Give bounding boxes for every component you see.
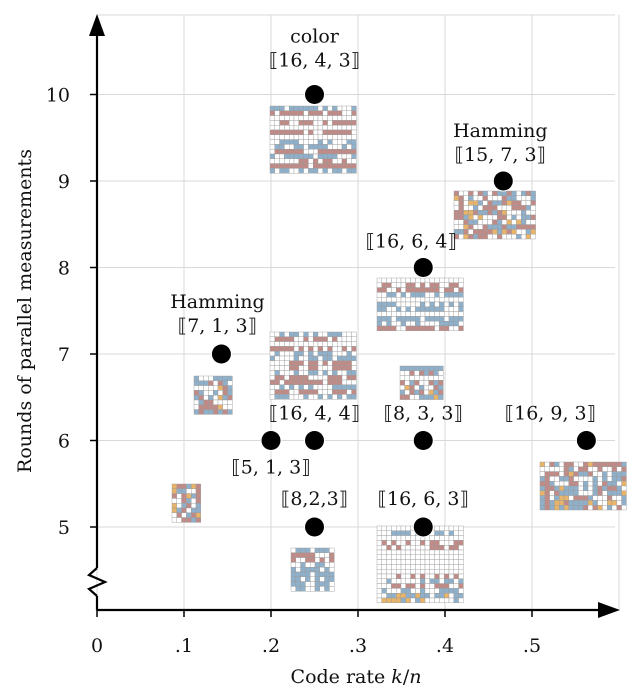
point-sublabel: Hamming (170, 291, 264, 313)
x-tick-label: .1 (175, 635, 193, 657)
schedule-grid (193, 375, 233, 415)
x-tick-label: .5 (523, 635, 541, 657)
data-point (493, 171, 513, 191)
point-label: ⟦16, 6, 4⟧ (366, 231, 457, 253)
y-tick-label: 5 (58, 517, 70, 539)
schedule-grid (269, 105, 357, 174)
x-tick-label: .2 (262, 635, 280, 657)
schedule-grid (539, 461, 627, 511)
data-point (576, 431, 596, 450)
x-axis-label: Code rate k/n (291, 666, 422, 688)
point-label: ⟦16, 4, 4⟧ (269, 403, 360, 425)
y-tick-label: 9 (58, 171, 70, 193)
schedule-grid (453, 190, 536, 240)
schedule-grid (399, 365, 444, 400)
x-tick-label: .3 (349, 635, 367, 657)
y-axis-label: Rounds of parallel measurements (14, 149, 36, 473)
schedule-grid (376, 277, 464, 332)
data-point (305, 431, 324, 450)
y-tick-label: 6 (58, 431, 70, 453)
point-sublabel: color (290, 26, 340, 48)
point-label: ⟦16, 4, 3⟧ (269, 50, 360, 72)
schedule-grid (171, 483, 202, 523)
data-point (211, 344, 231, 364)
data-point (305, 85, 324, 104)
axes (86, 14, 620, 618)
schedule-grid (376, 525, 464, 604)
y-axis-arrow (89, 14, 105, 36)
point-label: ⟦16, 6, 3⟧ (378, 488, 469, 510)
y-tick-labels: 5 6 7 8 9 10 (46, 85, 70, 540)
data-point (261, 431, 281, 450)
y-tick-label: 8 (58, 258, 70, 280)
x-tick-labels: 0 .1 .2 .3 .4 .5 (91, 635, 541, 657)
data-points (210, 84, 597, 538)
schedule-grids (171, 105, 627, 604)
point-label: ⟦15, 7, 3⟧ (455, 144, 546, 166)
x-axis-arrow (598, 602, 620, 618)
point-label: ⟦16, 9, 3⟧ (505, 403, 596, 425)
point-label: ⟦7, 1, 3⟧ (178, 315, 257, 337)
y-tick-label: 7 (58, 344, 70, 366)
data-point (305, 517, 324, 537)
point-label: ⟦8, 3, 3⟧ (384, 403, 463, 425)
x-tick-label: 0 (91, 635, 103, 657)
point-label: ⟦5, 1, 3⟧ (231, 457, 310, 479)
data-point (413, 517, 433, 537)
point-labels: ⟦5, 1, 3⟧⟦7, 1, 3⟧Hamming⟦8,2,3⟧⟦16, 4, … (170, 26, 596, 511)
point-sublabel: Hamming (453, 120, 547, 142)
x-tick-label: .4 (436, 635, 454, 657)
data-point (413, 431, 433, 450)
data-point (413, 258, 433, 277)
schedule-grid (269, 331, 357, 400)
point-label: ⟦8,2,3⟧ (281, 488, 348, 510)
y-tick-label: 10 (46, 85, 70, 107)
schedule-grid (290, 547, 335, 592)
y-axis-break (86, 567, 108, 597)
